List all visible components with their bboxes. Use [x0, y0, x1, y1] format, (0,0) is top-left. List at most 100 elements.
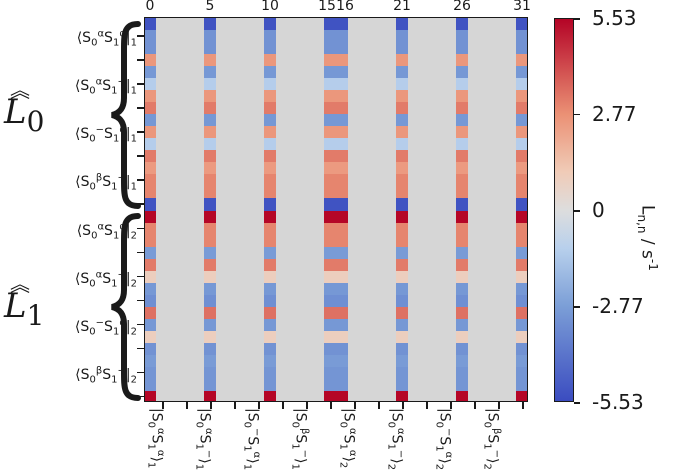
heatmap-cell [395, 66, 408, 79]
heatmap-cell [323, 198, 336, 211]
column-label: |S0αS1−⟩2 [385, 408, 406, 471]
heatmap-cell [395, 318, 408, 331]
heatmap-cell [395, 342, 408, 355]
heatmap-cell [323, 294, 336, 307]
top-tick-label: 0 [145, 0, 155, 14]
left-axis-tick [137, 155, 144, 157]
heatmap-cell [455, 354, 468, 367]
heatmap-cell [515, 342, 527, 355]
heatmap-column-5 [203, 18, 216, 401]
heatmap-cell [455, 342, 468, 355]
colorbar-tick-label: -2.77 [592, 294, 644, 319]
colorbar-tick [574, 113, 580, 116]
left-axis-tick [137, 107, 144, 109]
heatmap-cell [335, 306, 348, 319]
heatmap-cell [203, 66, 216, 79]
heatmap-cell [515, 174, 527, 187]
heatmap-cell [203, 114, 216, 127]
heatmap-cell [203, 210, 216, 223]
heatmap-cell [323, 174, 336, 187]
heatmap-cell [263, 150, 276, 163]
heatmap-cell [515, 234, 527, 247]
heatmap-cell [455, 138, 468, 151]
heatmap-cell [515, 222, 527, 235]
heatmap-cell [335, 66, 348, 79]
heatmap-cell [263, 390, 276, 401]
heatmap-cell [395, 114, 408, 127]
bottom-axis-tick [378, 402, 380, 409]
heatmap-cell [335, 138, 348, 151]
bottom-axis-tick [426, 402, 428, 409]
heatmap-cell [515, 258, 527, 271]
heatmap-cell [515, 330, 527, 343]
bottom-axis-tick [258, 402, 260, 409]
heatmap-cell [145, 54, 156, 67]
heatmap-cell [455, 90, 468, 103]
heatmap-cell [323, 258, 336, 271]
column-label: |S0αS1α⟩1 [145, 408, 166, 469]
heatmap-cell [263, 234, 276, 247]
heatmap-cell [323, 282, 336, 295]
heatmap-cell [335, 366, 348, 379]
bottom-axis-tick [498, 402, 500, 409]
heatmap-cell [145, 318, 156, 331]
heatmap-cell [515, 198, 527, 211]
heatmap-cell [515, 378, 527, 391]
curly-brace-icon [111, 21, 141, 209]
heatmap-cell [263, 294, 276, 307]
heatmap-cell [263, 318, 276, 331]
heatmap-cell [455, 294, 468, 307]
heatmap-cell [145, 198, 156, 211]
heatmap-cell [323, 210, 336, 223]
heatmap-cell [145, 390, 156, 401]
heatmap-cell [455, 258, 468, 271]
heatmap-cell [455, 186, 468, 199]
heatmap-cell [515, 390, 527, 401]
heatmap-column-15 [323, 18, 336, 401]
heatmap-cell [395, 294, 408, 307]
heatmap-cell [455, 174, 468, 187]
operator-L0-label: ︽ L0 [4, 78, 45, 138]
heatmap-column-26 [455, 18, 468, 401]
double-hat-icon: ︽ [10, 272, 30, 296]
heatmap-cell [263, 174, 276, 187]
heatmap-cell [335, 54, 348, 67]
heatmap-cell [203, 330, 216, 343]
bottom-axis-tick [450, 402, 452, 409]
heatmap-cell [145, 90, 156, 103]
heatmap-cell [145, 66, 156, 79]
heatmap-cell [515, 294, 527, 307]
heatmap-cell [323, 390, 336, 401]
heatmap-cell [203, 282, 216, 295]
left-axis-tick [137, 323, 144, 326]
heatmap-cell [145, 330, 156, 343]
heatmap-cell [323, 354, 336, 367]
heatmap-cell [455, 390, 468, 401]
heatmap-cell [203, 18, 216, 31]
row-label: ⟨S0αS1α|2 [76, 220, 137, 242]
heatmap-cell [455, 150, 468, 163]
heatmap-cell [395, 306, 408, 319]
heatmap-cell [335, 90, 348, 103]
top-tick-label: 5 [205, 0, 215, 14]
curly-brace-icon [111, 213, 141, 401]
top-tick-label: 26 [453, 0, 471, 14]
heatmap-cell [323, 270, 336, 283]
heatmap-cell [455, 306, 468, 319]
heatmap-column-16 [335, 18, 348, 401]
heatmap-cell [263, 258, 276, 271]
heatmap-cell [455, 366, 468, 379]
column-label: |S0αS1−⟩1 [193, 408, 214, 471]
double-hat-icon: ︽ [10, 78, 30, 102]
heatmap-cell [455, 78, 468, 91]
heatmap-cell [515, 30, 527, 43]
heatmap-cell [515, 186, 527, 199]
bottom-axis-tick [474, 402, 476, 409]
left-axis-tick [137, 275, 144, 278]
heatmap-cell [335, 198, 348, 211]
left-axis-tick [137, 59, 144, 61]
heatmap-cell [455, 162, 468, 175]
heatmap-cell [263, 222, 276, 235]
heatmap-cell [263, 138, 276, 151]
heatmap-cell [145, 270, 156, 283]
